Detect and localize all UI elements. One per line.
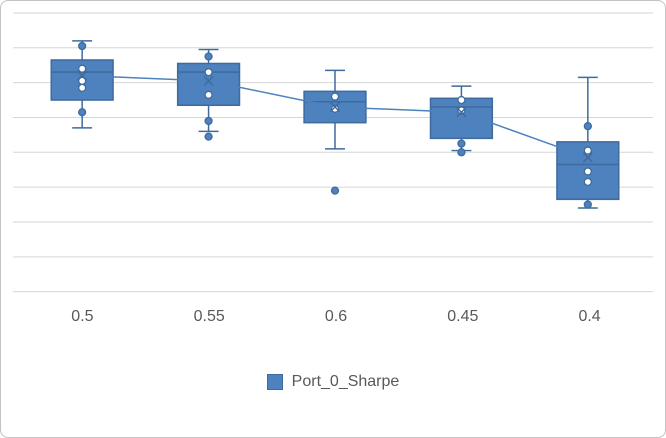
x-axis: 0.5 0.55 0.6 0.45 0.4 — [19, 307, 653, 326]
x-tick-label: 0.45 — [447, 308, 479, 325]
x-tick-label: 0.5 — [71, 308, 94, 325]
x-tick-label: 0.4 — [578, 308, 601, 325]
legend: Port_0_Sharpe — [1, 373, 665, 391]
x-tick-label: 0.6 — [324, 308, 348, 325]
legend-label: Port_0_Sharpe — [291, 373, 400, 390]
legend-swatch-icon — [266, 374, 283, 390]
x-tick-label: 0.55 — [193, 308, 225, 325]
